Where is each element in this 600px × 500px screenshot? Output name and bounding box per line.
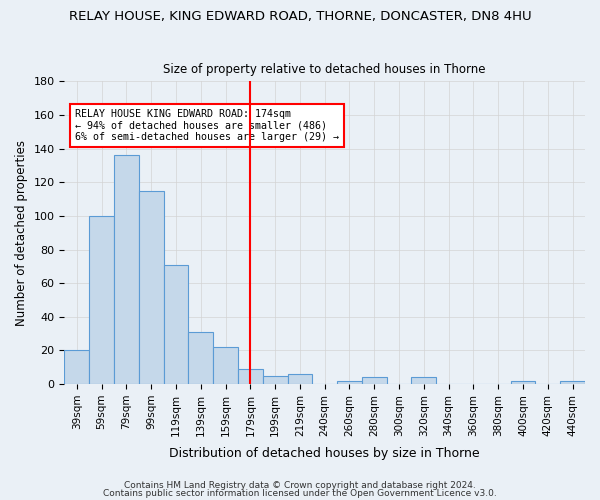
Bar	[412, 378, 436, 384]
Bar	[89, 216, 114, 384]
Bar	[362, 378, 386, 384]
Bar	[560, 380, 585, 384]
Bar	[139, 190, 164, 384]
Bar	[238, 369, 263, 384]
Text: Contains public sector information licensed under the Open Government Licence v3: Contains public sector information licen…	[103, 489, 497, 498]
Y-axis label: Number of detached properties: Number of detached properties	[15, 140, 28, 326]
Bar	[64, 350, 89, 384]
Text: RELAY HOUSE KING EDWARD ROAD: 174sqm
← 94% of detached houses are smaller (486)
: RELAY HOUSE KING EDWARD ROAD: 174sqm ← 9…	[75, 108, 339, 142]
Bar	[164, 264, 188, 384]
Title: Size of property relative to detached houses in Thorne: Size of property relative to detached ho…	[163, 63, 486, 76]
Bar	[263, 376, 287, 384]
Text: RELAY HOUSE, KING EDWARD ROAD, THORNE, DONCASTER, DN8 4HU: RELAY HOUSE, KING EDWARD ROAD, THORNE, D…	[68, 10, 532, 23]
Bar	[188, 332, 213, 384]
Bar	[511, 380, 535, 384]
Text: Contains HM Land Registry data © Crown copyright and database right 2024.: Contains HM Land Registry data © Crown c…	[124, 480, 476, 490]
Bar	[213, 347, 238, 384]
Bar	[287, 374, 313, 384]
Bar	[337, 380, 362, 384]
Bar	[114, 156, 139, 384]
X-axis label: Distribution of detached houses by size in Thorne: Distribution of detached houses by size …	[169, 447, 480, 460]
